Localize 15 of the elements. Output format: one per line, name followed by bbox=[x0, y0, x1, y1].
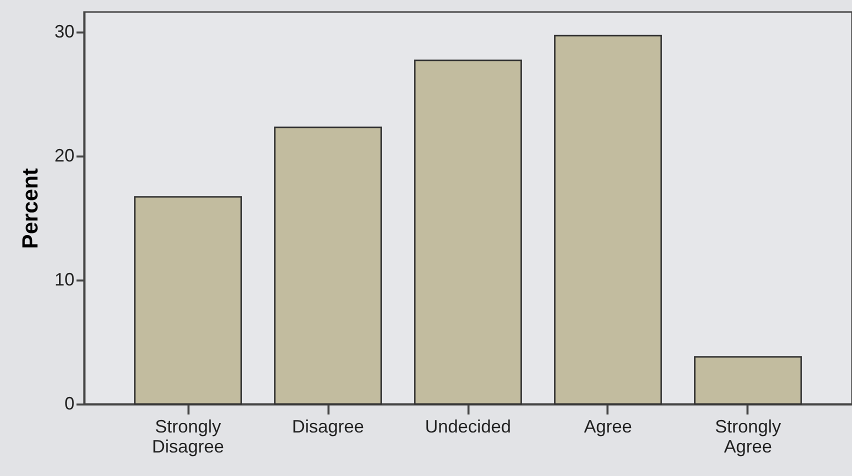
y-tick-label: 0 bbox=[64, 394, 74, 414]
y-tick-label: 20 bbox=[54, 145, 74, 166]
y-tick-label: 10 bbox=[54, 269, 74, 290]
x-tick-label: Undecided bbox=[424, 416, 512, 436]
x-tick-label: Strongly Disagree bbox=[152, 416, 224, 456]
bar bbox=[414, 60, 522, 405]
bar bbox=[554, 34, 662, 405]
y-tick-label: 30 bbox=[54, 21, 74, 42]
x-tick-label: Agree bbox=[584, 416, 632, 436]
bar bbox=[694, 356, 802, 405]
y-axis-title: Percent bbox=[17, 167, 42, 249]
x-tick-label: Strongly Agree bbox=[714, 416, 782, 456]
x-tick-label: Disagree bbox=[292, 416, 364, 436]
bar bbox=[274, 126, 382, 405]
bar bbox=[134, 196, 242, 405]
